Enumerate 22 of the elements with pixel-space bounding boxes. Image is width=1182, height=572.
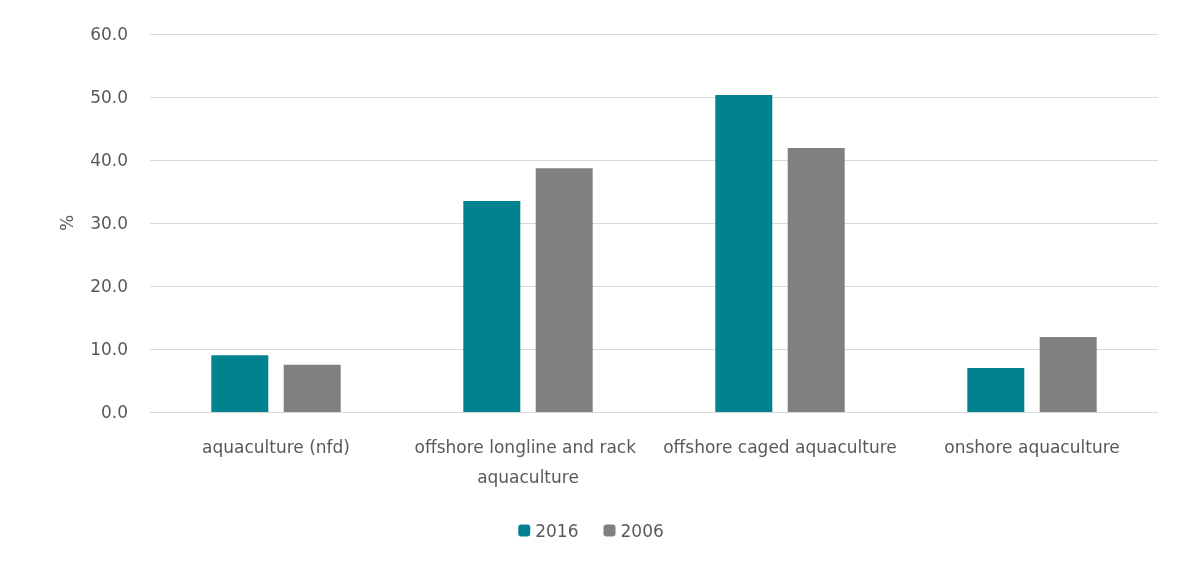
y-tick-label: 50.0 (90, 87, 128, 107)
y-tick-label: 0.0 (100, 402, 128, 422)
y-tick-label: 10.0 (90, 339, 128, 359)
legend-label: 2016 (535, 520, 579, 541)
bar (1039, 337, 1097, 412)
x-tick-label: offshore longline and rack aquaculture (414, 437, 642, 487)
y-tick-label: 60.0 (90, 24, 128, 44)
y-tick-label: 40.0 (90, 150, 128, 170)
bar (715, 95, 773, 412)
y-tick-label: 20.0 (90, 276, 128, 296)
legend-label: 2006 (620, 520, 664, 541)
bar (463, 200, 521, 412)
bar (787, 148, 845, 412)
x-tick-label: aquaculture (nfd) (202, 437, 350, 457)
x-tick-label: onshore aquaculture (944, 437, 1120, 457)
bar (535, 168, 593, 412)
bar (967, 367, 1025, 412)
bar (211, 355, 269, 412)
y-tick-label: 30.0 (90, 213, 128, 233)
x-tick-label: offshore caged aquaculture (663, 437, 897, 457)
bar (283, 364, 341, 412)
y-axis-title: % (56, 214, 77, 232)
